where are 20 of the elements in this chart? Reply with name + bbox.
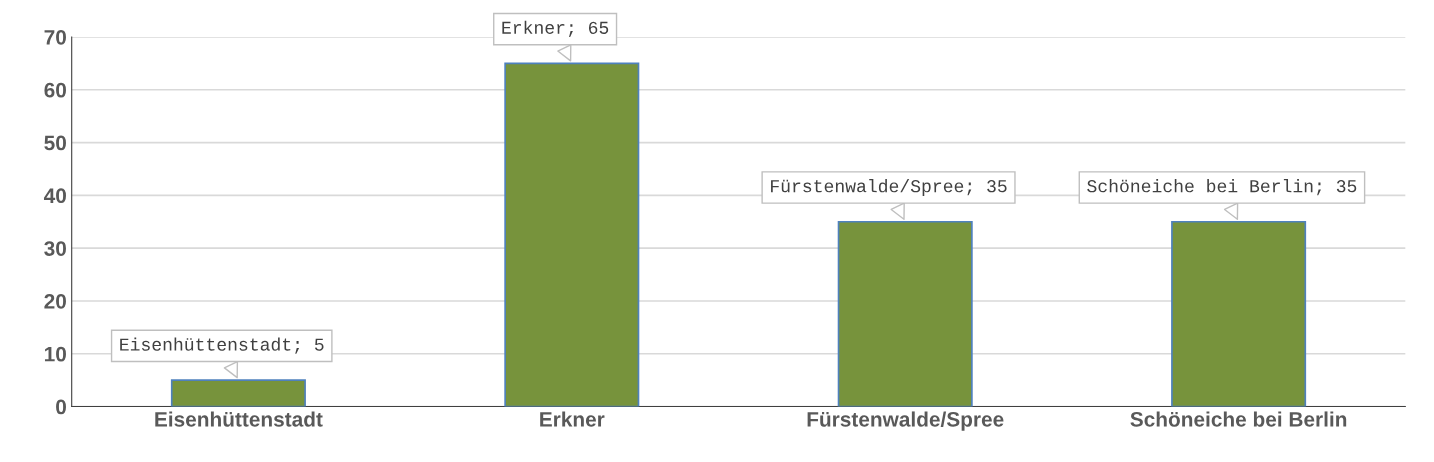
bar [1171,220,1307,407]
data-label: Erkner; 65 [502,20,609,37]
x-tick-label: Eisenhüttenstadt [155,411,323,427]
y-tick-label: 20 [44,293,66,309]
y-tick-label: 40 [43,188,66,204]
y-tick-label: 10 [44,346,66,362]
y-tick-label: 60 [44,82,66,98]
y-tick-label: 30 [44,241,66,256]
data-label: Eisenhüttenstadt; 5 [120,337,324,354]
bar [170,379,306,407]
data-label: Schöneiche bei Berlin; 35 [1087,179,1357,196]
bar [837,220,973,407]
bar [504,62,640,407]
y-tick-label: 50 [44,135,66,151]
data-label: Fürstenwalde/Spree; 35 [771,179,1007,196]
x-tick-label: Fürstenwalde/Spree [807,411,1004,431]
y-tick-label: 0 [56,399,66,415]
x-tick-label: Schöneiche bei Berlin [1130,411,1347,427]
x-tick-label: Erkner [540,411,605,427]
y-tick-label: 70 [44,29,66,45]
